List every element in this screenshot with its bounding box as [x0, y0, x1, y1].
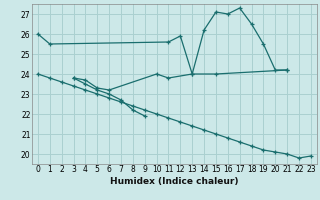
- X-axis label: Humidex (Indice chaleur): Humidex (Indice chaleur): [110, 177, 239, 186]
